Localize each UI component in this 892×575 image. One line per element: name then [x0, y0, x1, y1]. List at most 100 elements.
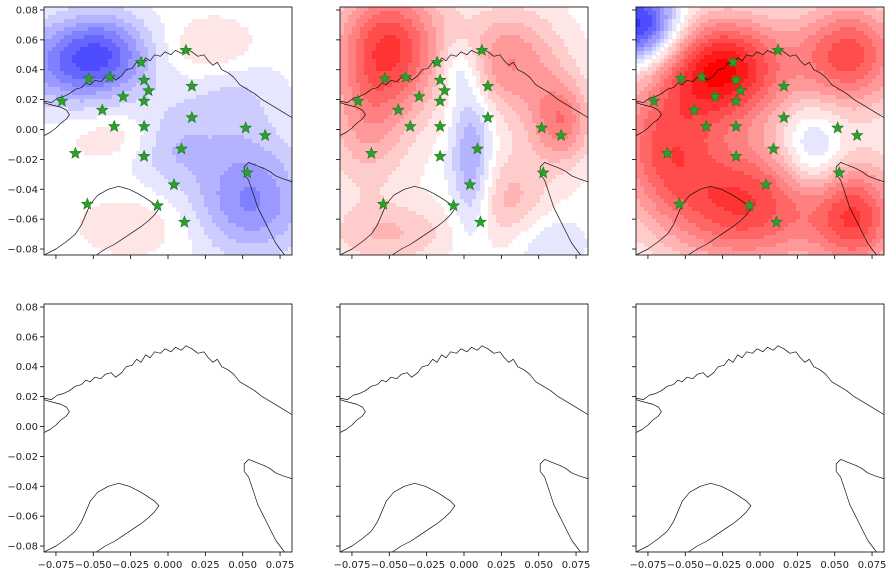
- heatmap-cell: [152, 247, 157, 252]
- heatmap-cell: [380, 47, 385, 52]
- heatmap-cell: [84, 139, 89, 144]
- heatmap-cell: [480, 79, 485, 84]
- heatmap-cell: [236, 247, 241, 252]
- heatmap-cell: [48, 67, 53, 72]
- heatmap-cell: [60, 55, 65, 60]
- heatmap-cell: [236, 99, 241, 104]
- heatmap-cell: [148, 239, 153, 244]
- heatmap-cell: [440, 11, 445, 16]
- heatmap-cell: [216, 211, 221, 216]
- heatmap-cell: [136, 243, 141, 248]
- heatmap-cell: [100, 215, 105, 220]
- heatmap-cell: [96, 135, 101, 140]
- heatmap-cell: [108, 143, 113, 148]
- heatmap-cell: [144, 107, 149, 112]
- heatmap-cell: [164, 43, 169, 48]
- heatmap-cell: [204, 195, 209, 200]
- heatmap-cell: [232, 151, 237, 156]
- heatmap-cell: [236, 235, 241, 240]
- heatmap-cell: [232, 83, 237, 88]
- heatmap-cell: [452, 191, 457, 196]
- heatmap-cell: [356, 211, 361, 216]
- heatmap-cell: [352, 231, 357, 236]
- heatmap-cell: [456, 39, 461, 44]
- heatmap-cell: [404, 55, 409, 60]
- heatmap-cell: [380, 243, 385, 248]
- heatmap-cell: [380, 215, 385, 220]
- heatmap-cell: [344, 155, 349, 160]
- heatmap-cell: [228, 35, 233, 40]
- heatmap-cell: [120, 227, 125, 232]
- heatmap-cell: [96, 47, 101, 52]
- heatmap-cell: [108, 63, 113, 68]
- heatmap-cell: [224, 231, 229, 236]
- heatmap-cell: [380, 67, 385, 72]
- heatmap-cell: [492, 223, 497, 228]
- heatmap-cell: [396, 55, 401, 60]
- heatmap-cell: [412, 83, 417, 88]
- heatmap-cell: [60, 23, 65, 28]
- axis-ticks: [40, 9, 281, 259]
- heatmap-cell: [100, 75, 105, 80]
- heatmap-cell: [372, 119, 377, 124]
- heatmap-cell: [224, 187, 229, 192]
- heatmap-cell: [280, 127, 285, 132]
- heatmap-cell: [384, 63, 389, 68]
- heatmap-cell: [96, 7, 101, 12]
- heatmap-cell: [144, 39, 149, 44]
- heatmap-cell: [432, 115, 437, 120]
- heatmap-cell: [116, 67, 121, 72]
- heatmap-cell: [452, 11, 457, 16]
- heatmap-cell: [252, 115, 257, 120]
- heatmap-cell: [444, 243, 449, 248]
- heatmap-cell: [240, 231, 245, 236]
- heatmap-cell: [212, 147, 217, 152]
- heatmap-cell: [232, 27, 237, 32]
- heatmap-cell: [204, 31, 209, 36]
- heatmap-cell: [248, 123, 253, 128]
- heatmap-cell: [460, 171, 465, 176]
- heatmap-cell: [256, 223, 261, 228]
- heatmap-cell: [68, 15, 73, 20]
- heatmap-cell: [160, 115, 165, 120]
- heatmap-cell: [456, 167, 461, 172]
- heatmap-cell: [160, 239, 165, 244]
- heatmap-cell: [188, 123, 193, 128]
- heatmap-cell: [116, 235, 121, 240]
- heatmap-cell: [452, 135, 457, 140]
- heatmap-cell: [488, 207, 493, 212]
- heatmap-cell: [240, 175, 245, 180]
- heatmap-cell: [452, 43, 457, 48]
- heatmap-cell: [268, 99, 273, 104]
- heatmap-cell: [272, 167, 277, 172]
- heatmap-cell: [372, 123, 377, 128]
- heatmap-cell: [468, 51, 473, 56]
- heatmap-cell: [244, 227, 249, 232]
- heatmap-cell: [364, 127, 369, 132]
- heatmap-cell: [268, 183, 273, 188]
- heatmap-cell: [364, 251, 369, 255]
- heatmap-cell: [196, 59, 201, 64]
- heatmap-cell: [376, 7, 381, 12]
- heatmap-cell: [488, 131, 493, 136]
- heatmap-cell: [284, 191, 289, 196]
- heatmap-cell: [236, 115, 241, 120]
- heatmap-cell: [360, 243, 365, 248]
- heatmap-cell: [128, 23, 133, 28]
- heatmap-cell: [376, 171, 381, 176]
- heatmap-cell: [56, 59, 61, 64]
- heatmap-cell: [168, 151, 173, 156]
- heatmap-cell: [240, 183, 245, 188]
- heatmap-cell: [196, 43, 201, 48]
- heatmap-cell: [196, 79, 201, 84]
- heatmap-cell: [488, 31, 493, 36]
- heatmap-cell: [44, 55, 49, 60]
- heatmap-cell: [116, 207, 121, 212]
- heatmap-cell: [404, 231, 409, 236]
- heatmap-cell: [416, 75, 421, 80]
- heatmap-cell: [356, 139, 361, 144]
- heatmap-cell: [216, 235, 221, 240]
- heatmap-cell: [124, 51, 129, 56]
- heatmap-cell: [392, 215, 397, 220]
- heatmap-cell: [240, 167, 245, 172]
